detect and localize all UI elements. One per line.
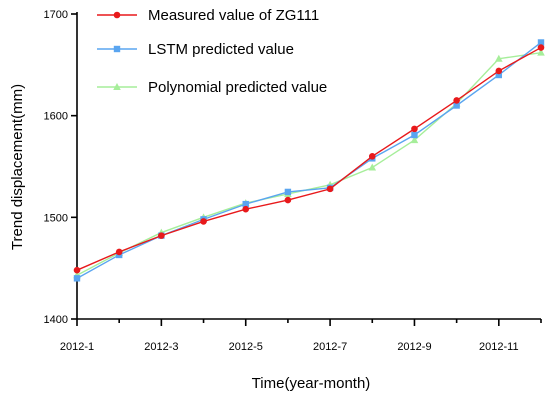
series-line [76,46,542,271]
data-point [242,200,249,208]
data-point [284,188,292,196]
series-line [76,41,542,279]
data-point [368,153,376,160]
data-point [200,218,207,225]
data-point [410,136,419,144]
x-tick-label: 2012-1 [60,341,94,353]
legend-swatch-marker [113,11,121,19]
x-tick-label: 2012-9 [397,341,431,353]
x-tick-label: 2012-7 [313,341,347,353]
legend-item: Measured value of ZG111 [97,7,319,24]
y-tick-label: 1700 [44,9,68,21]
data-point [115,248,123,256]
y-tick-label: 1600 [44,111,68,123]
x-tick-label: 2012-3 [144,341,178,353]
data-point [537,48,545,56]
legend-item: Polynomial predicted value [97,79,327,96]
legend-swatch-marker [113,83,121,90]
plot-area [73,39,545,282]
legend-swatch-marker [113,45,121,53]
y-tick-label: 1400 [44,314,68,326]
data-point [411,125,418,133]
series-circle [73,44,545,274]
legend-item: LSTM predicted value [97,41,294,58]
series-square [73,39,545,282]
data-point [284,196,292,204]
data-point [453,102,460,109]
data-point [368,163,377,171]
axes: 1400 1500 1600 1700 2012-1 2012-3 2012-5 2012-7… [44,9,542,353]
legend-label: Polynomial predicted value [148,79,327,96]
x-tick-label: 2012-5 [229,341,263,353]
legend-label: LSTM predicted value [148,41,294,58]
data-point [495,67,503,75]
x-tick-label: 2012-11 [479,341,519,353]
data-point [411,131,418,139]
legend-label: Measured value of ZG111 [148,7,319,24]
data-point [73,275,81,282]
data-point [242,205,250,213]
data-point [326,185,334,193]
x-axis-title: Time(year-month) [252,375,371,392]
data-point [73,266,81,274]
data-point [158,232,165,239]
legend: Measured value of ZG111 LSTM predicted va… [97,7,327,96]
y-tick-label: 1500 [44,212,68,224]
data-point [495,71,503,79]
y-axis-title: Trend displacement(mm) [9,84,26,250]
data-point [537,44,545,51]
data-point [495,54,503,62]
data-point [537,39,545,46]
data-point [453,97,460,104]
